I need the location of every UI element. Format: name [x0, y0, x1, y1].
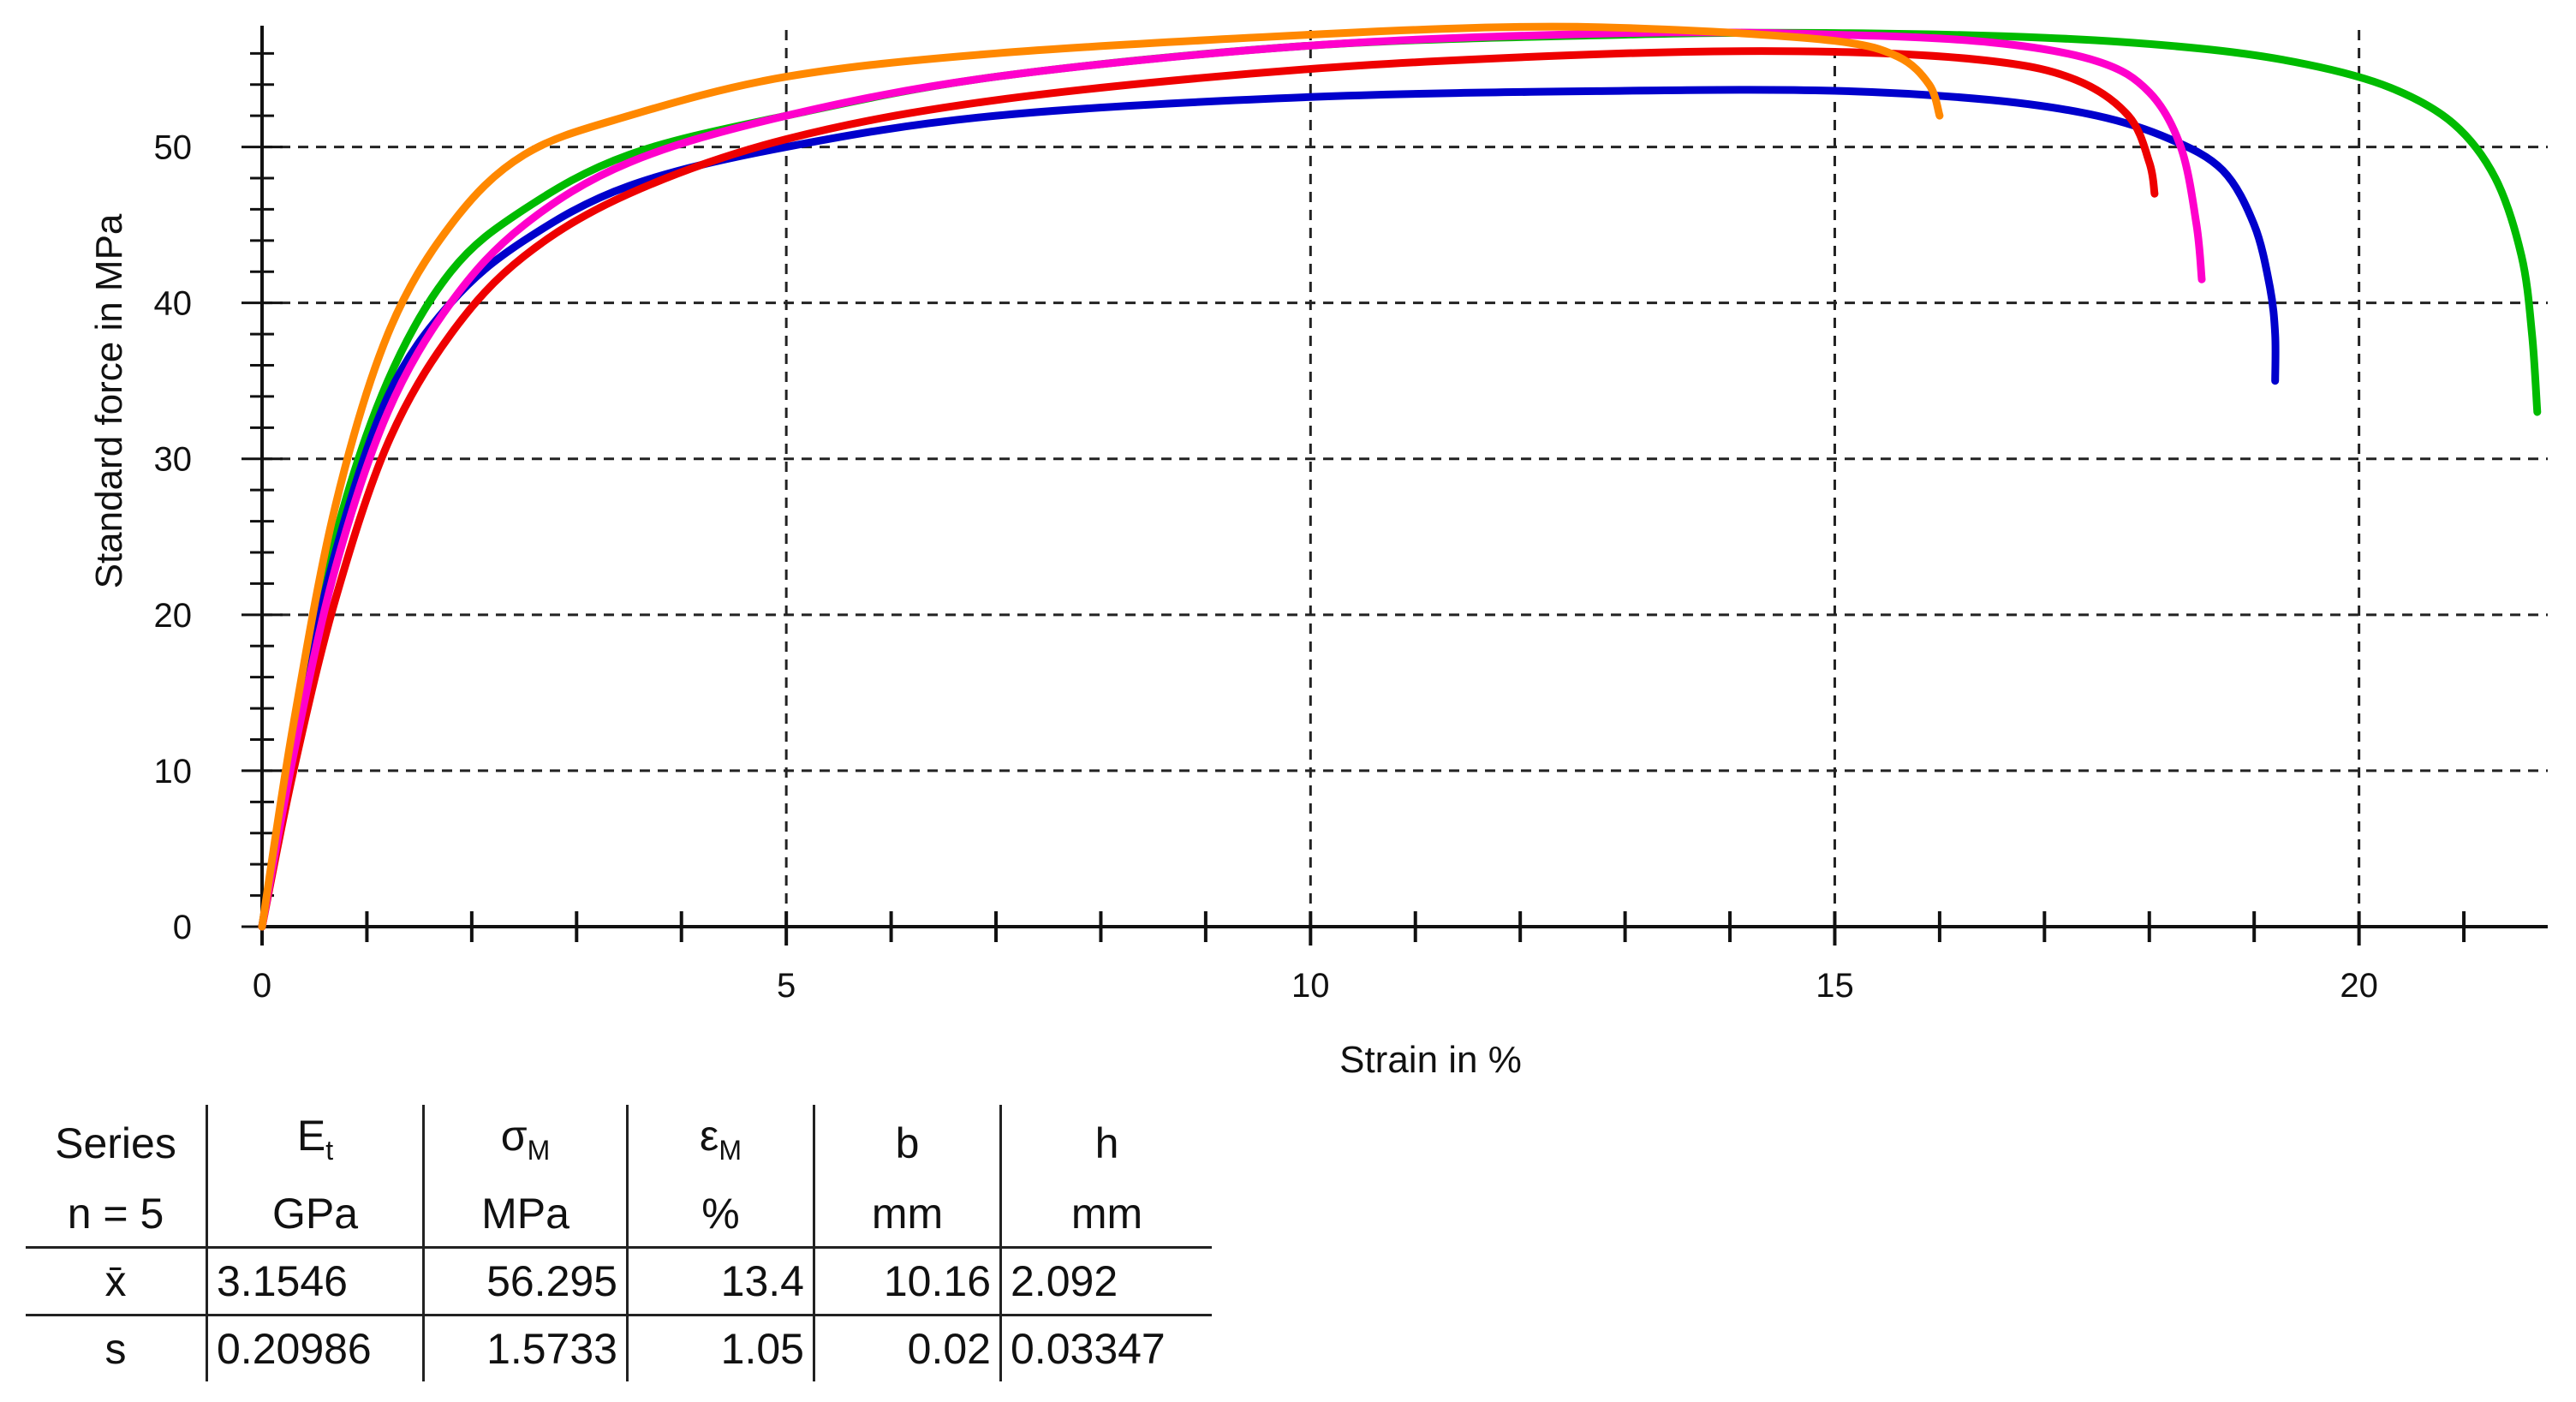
- cell-mean-et: 3.1546: [206, 1246, 424, 1315]
- header-sigma-m: σM: [422, 1105, 628, 1181]
- tick-labels: 0 5 10 15 20 0 10 20 30 40 50: [154, 129, 2378, 1005]
- axes: [242, 26, 2548, 946]
- header-et: Et: [206, 1105, 424, 1181]
- x-tick-label-0: 0: [253, 967, 271, 1005]
- cell-mean-epsilon: 13.4: [626, 1246, 814, 1315]
- table-header-row-2: n = 5 GPa MPa % mm mm: [26, 1181, 1212, 1248]
- cell-mean-label: x̄: [26, 1246, 207, 1315]
- header-sigma-sub: M: [527, 1135, 551, 1166]
- x-tick-label-2: 10: [1291, 967, 1330, 1005]
- cell-sd-b: 0.02: [813, 1314, 1001, 1381]
- x-axis-title: Strain in %: [1339, 1039, 1522, 1081]
- header-epsilon-m: εM: [626, 1105, 814, 1181]
- y-tick-label-1: 10: [154, 753, 193, 790]
- header-series: Series: [55, 1119, 176, 1167]
- header-epsilon-main: ε: [700, 1112, 719, 1160]
- cell-mean-sigma: 56.295: [422, 1246, 628, 1315]
- unit-h: mm: [999, 1181, 1212, 1248]
- cell-sd-et: 0.20986: [206, 1314, 424, 1381]
- cell-mean-h: 2.092: [999, 1246, 1212, 1315]
- table-header-row-1: Series Et σM εM b h: [26, 1105, 1212, 1181]
- table-row-stddev: s 0.20986 1.5733 1.05 0.02 0.03347: [26, 1314, 1212, 1381]
- y-tick-label-0: 0: [173, 909, 192, 946]
- x-tick-label-4: 20: [2340, 967, 2378, 1005]
- cell-sd-label: s: [26, 1314, 207, 1381]
- header-epsilon-sub: M: [719, 1135, 742, 1166]
- unit-series: n = 5: [67, 1190, 164, 1238]
- unit-et: GPa: [206, 1181, 424, 1248]
- header-b: b: [813, 1105, 1001, 1181]
- table-row-mean: x̄ 3.1546 56.295 13.4 10.16 2.092: [26, 1246, 1212, 1315]
- series-lines: [258, 22, 2542, 931]
- stress-strain-chart: 0 5 10 15 20 0 10 20 30 40 50 Strain in % Standard…: [88, 22, 2548, 1081]
- y-tick-label-3: 30: [154, 441, 193, 479]
- header-sigma-main: σ: [500, 1112, 528, 1160]
- unit-epsilon-m: %: [626, 1181, 814, 1248]
- cell-mean-b: 10.16: [813, 1246, 1001, 1315]
- cell-sd-sigma: 1.5733: [422, 1314, 628, 1381]
- header-et-sub: t: [325, 1135, 334, 1166]
- results-table: Series Et σM εM b h n = 5 GPa MPa % mm m…: [26, 1105, 1212, 1381]
- y-tick-label-5: 50: [154, 129, 193, 167]
- series-line-0: [258, 86, 2280, 931]
- series-line-3: [258, 28, 2206, 931]
- y-tick-label-2: 20: [154, 597, 193, 635]
- cell-sd-h: 0.03347: [999, 1314, 1212, 1381]
- y-tick-label-4: 40: [154, 285, 193, 323]
- series-line-2: [258, 22, 1944, 931]
- series-line-1: [258, 47, 2159, 931]
- unit-b: mm: [813, 1181, 1001, 1248]
- x-tick-label-3: 15: [1816, 967, 1854, 1005]
- y-axis-title: Standard force in MPa: [88, 213, 130, 588]
- unit-sigma-m: MPa: [422, 1181, 628, 1248]
- series-line-4: [258, 28, 2542, 931]
- cell-sd-epsilon: 1.05: [626, 1314, 814, 1381]
- header-h: h: [999, 1105, 1212, 1181]
- header-et-main: E: [296, 1112, 326, 1160]
- x-tick-label-1: 5: [777, 967, 796, 1005]
